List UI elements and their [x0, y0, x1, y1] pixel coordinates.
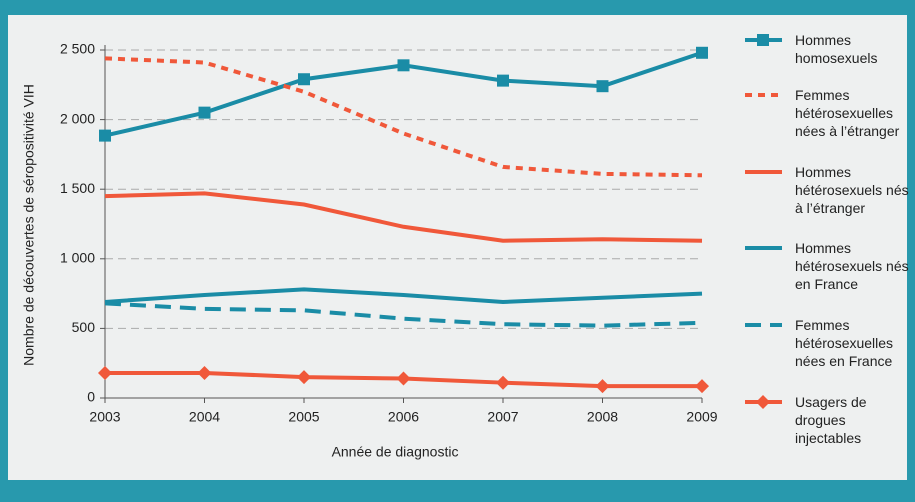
- data-point: [198, 106, 211, 119]
- data-point: [497, 74, 509, 87]
- data-point: [496, 375, 510, 390]
- y-tick-label: 500: [72, 319, 96, 335]
- data-point: [197, 365, 212, 380]
- legend-label: Hommes homosexuels: [795, 32, 878, 66]
- data-point: [696, 46, 708, 59]
- x-tick-label: 2004: [189, 409, 220, 425]
- legend-label: Hommes hétérosexuels nés en France: [795, 240, 909, 292]
- x-axis-label: Année de diagnostic: [332, 444, 459, 460]
- legend-marker: [757, 34, 769, 46]
- x-tick-label: 2003: [89, 409, 120, 425]
- y-tick-label: 0: [87, 389, 95, 405]
- data-point: [99, 129, 111, 142]
- x-tick-label: 2005: [288, 409, 319, 425]
- y-tick-label: 2 000: [60, 110, 95, 126]
- data-point: [298, 73, 310, 86]
- x-tick-label: 2007: [487, 409, 518, 425]
- data-point: [397, 59, 410, 72]
- y-axis-label: Nombre de découvertes de séropositivité …: [21, 84, 37, 366]
- data-point: [596, 80, 609, 93]
- series-line: [104, 287, 703, 304]
- legend-label: Femmes hétérosexuelles nées à l’étranger: [795, 87, 900, 139]
- legend-label: Hommes hétérosexuels nés à l’étranger: [795, 164, 909, 216]
- data-point: [595, 379, 610, 394]
- legend-label: Usagers de drogues injectables: [795, 394, 867, 446]
- legend-marker: [756, 395, 770, 409]
- legend-label: Femmes hétérosexuelles nées en France: [795, 317, 894, 369]
- data-point: [98, 365, 112, 380]
- y-tick-label: 1 500: [60, 180, 95, 196]
- y-tick-label: 2 500: [60, 41, 95, 57]
- series-line: [104, 191, 703, 243]
- x-tick-label: 2009: [686, 409, 717, 425]
- data-point: [396, 371, 411, 386]
- data-point: [297, 370, 311, 385]
- x-tick-label: 2008: [587, 409, 618, 425]
- y-tick-label: 1 000: [60, 250, 95, 266]
- series-line: [104, 301, 703, 328]
- data-point: [695, 379, 709, 394]
- x-tick-label: 2006: [388, 409, 419, 425]
